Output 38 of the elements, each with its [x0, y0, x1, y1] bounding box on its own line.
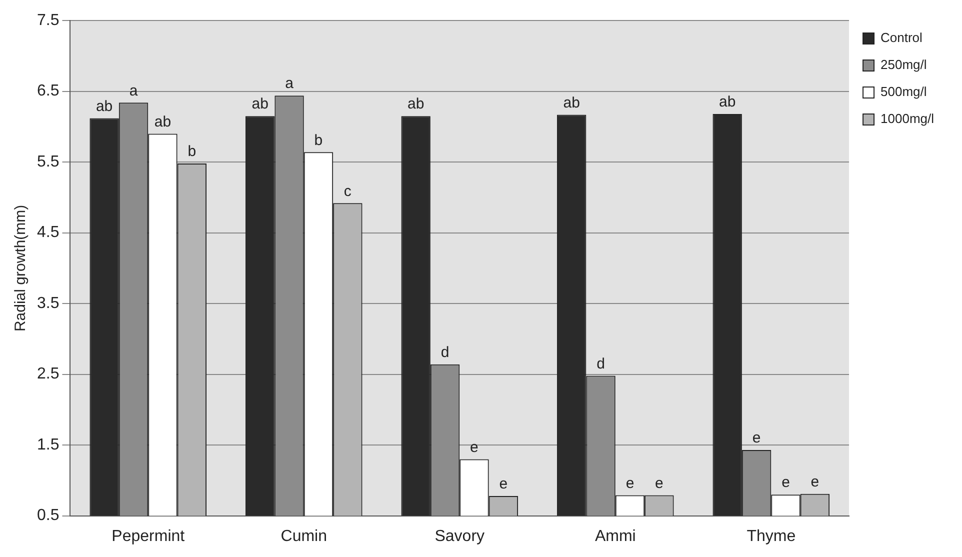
data-label: ab: [96, 98, 113, 115]
data-label: a: [285, 75, 294, 92]
legend-label: 1000mg/l: [880, 111, 934, 126]
y-tick-label: 7.5: [36, 12, 60, 30]
data-label: e: [626, 474, 634, 492]
data-label: e: [655, 474, 664, 492]
y-axis-title: Radial growth(mm): [12, 204, 30, 332]
legend-label: 500mg/l: [880, 84, 927, 100]
data-label: a: [129, 82, 138, 100]
x-tick-label: Thyme: [746, 528, 796, 545]
x-tick-label: Ammi: [594, 528, 636, 545]
data-label: ab: [407, 96, 424, 113]
data-label: d: [596, 355, 605, 372]
y-tick-label: 3.5: [36, 294, 60, 312]
y-tick-label: 5.5: [36, 153, 60, 170]
x-tick-label: Pepermint: [112, 528, 186, 545]
y-tick-label: 6.5: [36, 82, 60, 100]
data-label: e: [499, 476, 508, 493]
legend-label: 250mg/l: [880, 57, 927, 72]
y-tick-label: 0.5: [36, 507, 60, 524]
data-label: e: [752, 430, 761, 447]
data-label: c: [344, 182, 352, 200]
x-tick-label: Cumin: [280, 528, 327, 545]
y-tick-label: 4.5: [36, 224, 60, 242]
data-label: e: [810, 474, 820, 491]
data-label: e: [782, 474, 790, 492]
data-label: d: [440, 344, 450, 362]
data-label: ab: [252, 96, 268, 113]
data-label: ab: [563, 94, 580, 112]
data-label: b: [188, 143, 196, 160]
data-label: b: [314, 132, 323, 149]
y-tick-label: 1.5: [36, 436, 60, 454]
legend-label: Control: [880, 30, 923, 46]
data-label: ab: [718, 94, 736, 111]
data-label: ab: [154, 113, 172, 130]
data-label: e: [470, 438, 478, 456]
x-tick-label: Savory: [434, 528, 485, 545]
y-tick-label: 2.5: [36, 366, 60, 383]
